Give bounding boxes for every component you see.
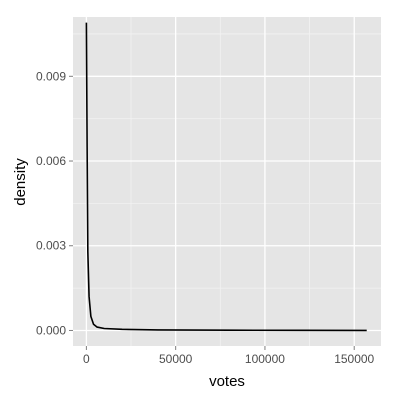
x-axis-ticks: 0 50000 100000 150000 [83,346,375,366]
y-tick-label: 0.000 [36,323,66,337]
x-tick-label: 50000 [159,352,193,366]
y-axis-title: density [12,158,29,206]
y-tick-label: 0.003 [36,239,66,253]
x-axis-title: votes [209,373,245,390]
y-tick-label: 0.006 [36,154,66,168]
panel-background [73,17,381,346]
x-tick-label: 150000 [334,352,374,366]
y-tick-label: 0.009 [36,69,66,83]
major-gridlines [73,17,381,346]
x-tick-label: 0 [83,352,90,366]
y-axis-ticks: 0.000 0.003 0.006 0.009 [36,69,73,337]
x-tick-label: 100000 [245,352,285,366]
density-line [85,22,367,332]
minor-gridlines [73,17,381,346]
